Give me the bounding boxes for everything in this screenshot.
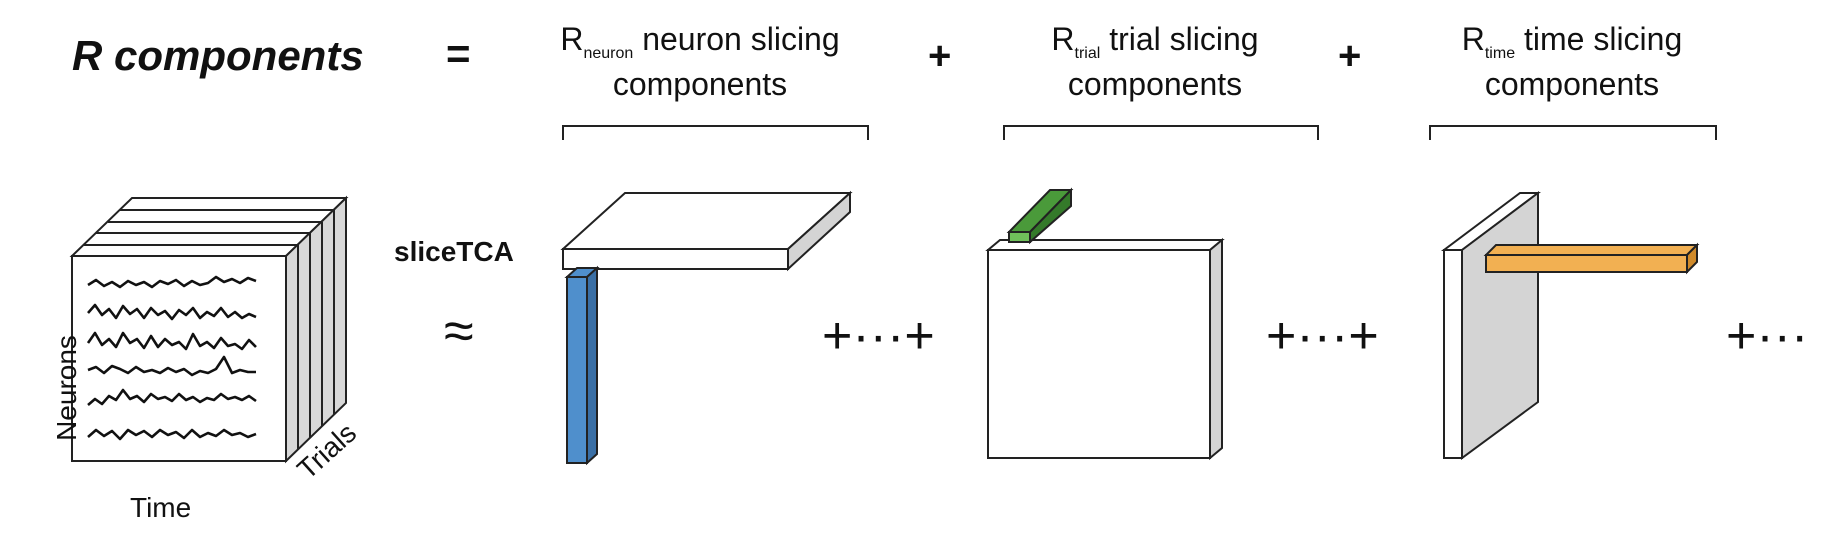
neuron-factor-bar	[566, 276, 588, 464]
approx-sign: ≈	[444, 301, 474, 361]
cube-side-face	[1209, 237, 1223, 461]
neuron-trace	[87, 275, 257, 289]
group-label-line1: neuron slicing	[642, 21, 840, 57]
trial-group-bracket	[1003, 125, 1319, 140]
tensor-front-face	[71, 255, 287, 462]
time-factor-top	[1483, 244, 1700, 256]
neuron-trace	[87, 428, 257, 441]
plus-sign: +	[928, 34, 952, 78]
r-symbol: R	[1051, 21, 1075, 57]
trial-slice-component	[985, 187, 1225, 461]
r-subscript: trial	[1074, 45, 1101, 62]
group-label-line1: trial slicing	[1109, 21, 1259, 57]
trailing-plus: +···	[1726, 307, 1809, 365]
equals-sign: =	[446, 30, 471, 77]
time-slice-component	[1441, 191, 1700, 460]
neuron-trace	[87, 303, 257, 321]
group-label-line1: time slicing	[1523, 21, 1683, 57]
continuation-plus: +···+	[822, 307, 935, 365]
group-label-line2: components	[1067, 66, 1243, 102]
neuron-traces	[86, 275, 257, 441]
group-label-line2: components	[1484, 66, 1660, 102]
neuron-trace	[87, 355, 256, 377]
plus-sign: +	[1338, 34, 1362, 78]
neuron-trace	[86, 331, 257, 351]
r-symbol: R	[1461, 21, 1485, 57]
neuron-group-title: Rneuron neuron slicing components	[520, 20, 880, 103]
neuron-group-bracket	[562, 125, 869, 140]
trial-group-title: Rtrial trial slicing components	[975, 20, 1335, 103]
neuron-trace	[87, 388, 257, 406]
time-factor-bar	[1485, 254, 1688, 273]
neuron-factor-side	[586, 265, 598, 466]
panel-front-face	[1443, 249, 1463, 459]
slab-front-face	[562, 248, 789, 270]
neuron-slice-component	[560, 190, 853, 466]
page-title: R components	[72, 32, 364, 79]
continuation-plus: +···+	[1266, 307, 1379, 365]
neurons-axis-label: Neurons	[50, 335, 82, 441]
r-symbol: R	[560, 21, 584, 57]
trial-factor-front	[1008, 231, 1031, 243]
time-group-title: Rtime time slicing components	[1392, 20, 1752, 103]
data-tensor	[69, 195, 349, 464]
method-label: sliceTCA	[394, 236, 514, 267]
group-label-line2: components	[612, 66, 788, 102]
time-axis-label: Time	[130, 492, 192, 523]
r-subscript: time	[1484, 45, 1516, 62]
time-group-bracket	[1429, 125, 1717, 140]
cube-front-face	[987, 249, 1211, 459]
r-subscript: neuron	[583, 45, 634, 62]
